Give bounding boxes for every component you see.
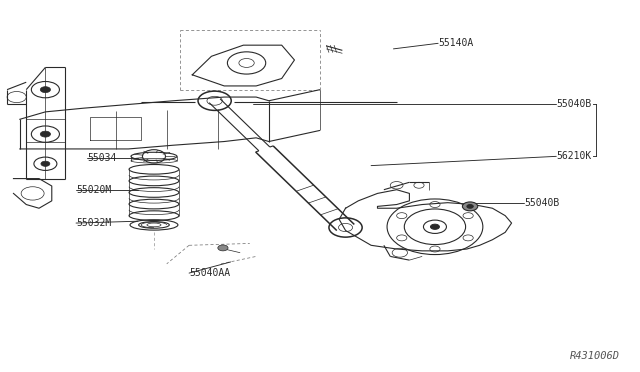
Text: 55032M: 55032M xyxy=(76,218,111,228)
Circle shape xyxy=(40,131,51,137)
Text: 56210K: 56210K xyxy=(556,151,591,161)
Text: 55034: 55034 xyxy=(87,153,116,163)
Circle shape xyxy=(467,205,473,208)
Text: R431006D: R431006D xyxy=(570,351,620,361)
Text: 55140A: 55140A xyxy=(438,38,474,48)
Text: 55040B: 55040B xyxy=(524,198,559,208)
Circle shape xyxy=(463,202,477,211)
Circle shape xyxy=(431,224,440,230)
Circle shape xyxy=(218,245,228,251)
Circle shape xyxy=(41,161,50,166)
Circle shape xyxy=(40,87,51,93)
Text: 55040AA: 55040AA xyxy=(189,268,230,278)
Text: 55020M: 55020M xyxy=(76,185,111,195)
Text: 55040B: 55040B xyxy=(556,99,591,109)
